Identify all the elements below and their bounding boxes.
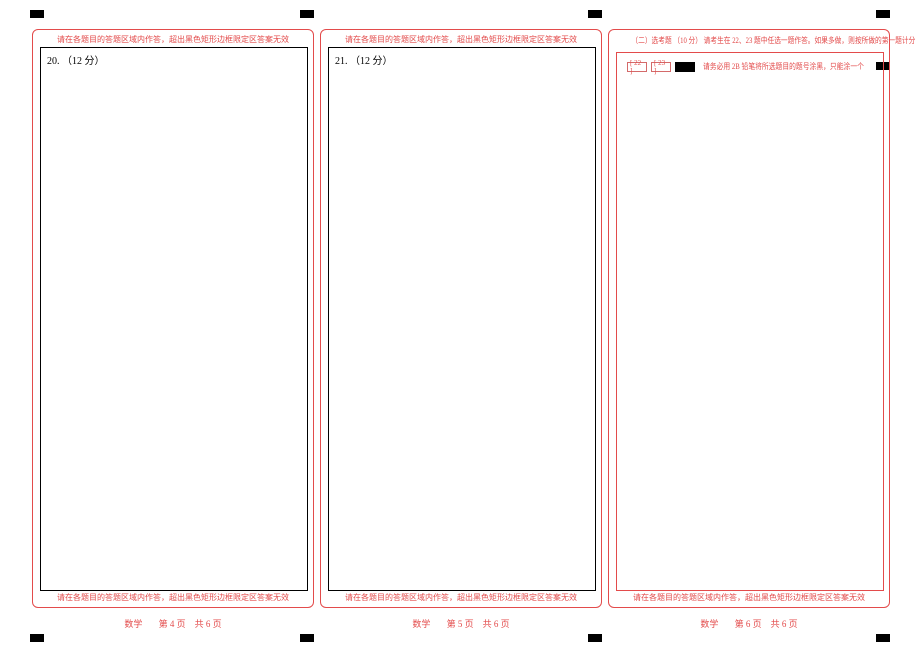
footer-total: 共 6 页 <box>483 619 510 629</box>
footer-total: 共 6 页 <box>771 619 798 629</box>
optional-header: （二）选考题 （10 分） 请考生在 22、23 题中任选一题作答。如果多做，则… <box>631 35 866 46</box>
alignment-marker <box>300 10 314 18</box>
footer-page: 第 4 页 <box>159 619 186 629</box>
alignment-marker <box>30 634 44 642</box>
direction-bottom: 请在各题目的答题区域内作答，超出黑色矩形边框限定区答案无效 <box>609 592 889 603</box>
question-label-20: 20. （12 分） <box>47 52 105 67</box>
footer-subject: 数学 <box>124 619 142 629</box>
alignment-marker <box>300 634 314 642</box>
footer-page-6: 数学 第 6 页 共 6 页 <box>608 617 890 630</box>
alignment-marker <box>588 10 602 18</box>
bubble-filled-example <box>675 62 695 72</box>
footer-total: 共 6 页 <box>195 619 222 629</box>
footer-subject: 数学 <box>412 619 430 629</box>
bubble-option-22[interactable]: [ 22 ] <box>627 62 647 72</box>
alignment-marker <box>30 10 44 18</box>
direction-bottom: 请在各题目的答题区域内作答，超出黑色矩形边框限定区答案无效 <box>321 592 601 603</box>
alignment-marker <box>588 634 602 642</box>
panel-page-5: 请在各题目的答题区域内作答，超出黑色矩形边框限定区答案无效 21. （12 分）… <box>320 29 602 608</box>
panel-page-6: （二）选考题 （10 分） 请考生在 22、23 题中任选一题作答。如果多做，则… <box>608 29 890 608</box>
footer-page: 第 5 页 <box>447 619 474 629</box>
bubble-instruction: 请务必用 2B 铅笔将所选题目的题号涂黑，只能涂一个 <box>703 61 864 72</box>
direction-top: 请在各题目的答题区域内作答，超出黑色矩形边框限定区答案无效 <box>33 34 313 45</box>
footer-subject: 数学 <box>700 619 718 629</box>
answer-box-q20: 20. （12 分） <box>40 47 308 591</box>
optional-answer-box: [ 22 ] [ 23 ] 请务必用 2B 铅笔将所选题目的题号涂黑，只能涂一个 <box>616 52 884 591</box>
optional-bubble-row: [ 22 ] [ 23 ] 请务必用 2B 铅笔将所选题目的题号涂黑，只能涂一个 <box>627 61 892 72</box>
alignment-marker <box>876 10 890 18</box>
panel-page-4: 请在各题目的答题区域内作答，超出黑色矩形边框限定区答案无效 20. （12 分）… <box>32 29 314 608</box>
direction-top: 请在各题目的答题区域内作答，超出黑色矩形边框限定区答案无效 <box>321 34 601 45</box>
bubble-option-23[interactable]: [ 23 ] <box>651 62 671 72</box>
question-label-21: 21. （12 分） <box>335 52 393 67</box>
answer-sheet: 请在各题目的答题区域内作答，超出黑色矩形边框限定区答案无效 20. （12 分）… <box>0 0 920 651</box>
direction-bottom: 请在各题目的答题区域内作答，超出黑色矩形边框限定区答案无效 <box>33 592 313 603</box>
answer-box-q21: 21. （12 分） <box>328 47 596 591</box>
footer-page-4: 数学 第 4 页 共 6 页 <box>32 617 314 630</box>
alignment-marker <box>876 634 890 642</box>
footer-page-5: 数学 第 5 页 共 6 页 <box>320 617 602 630</box>
footer-page: 第 6 页 <box>735 619 762 629</box>
